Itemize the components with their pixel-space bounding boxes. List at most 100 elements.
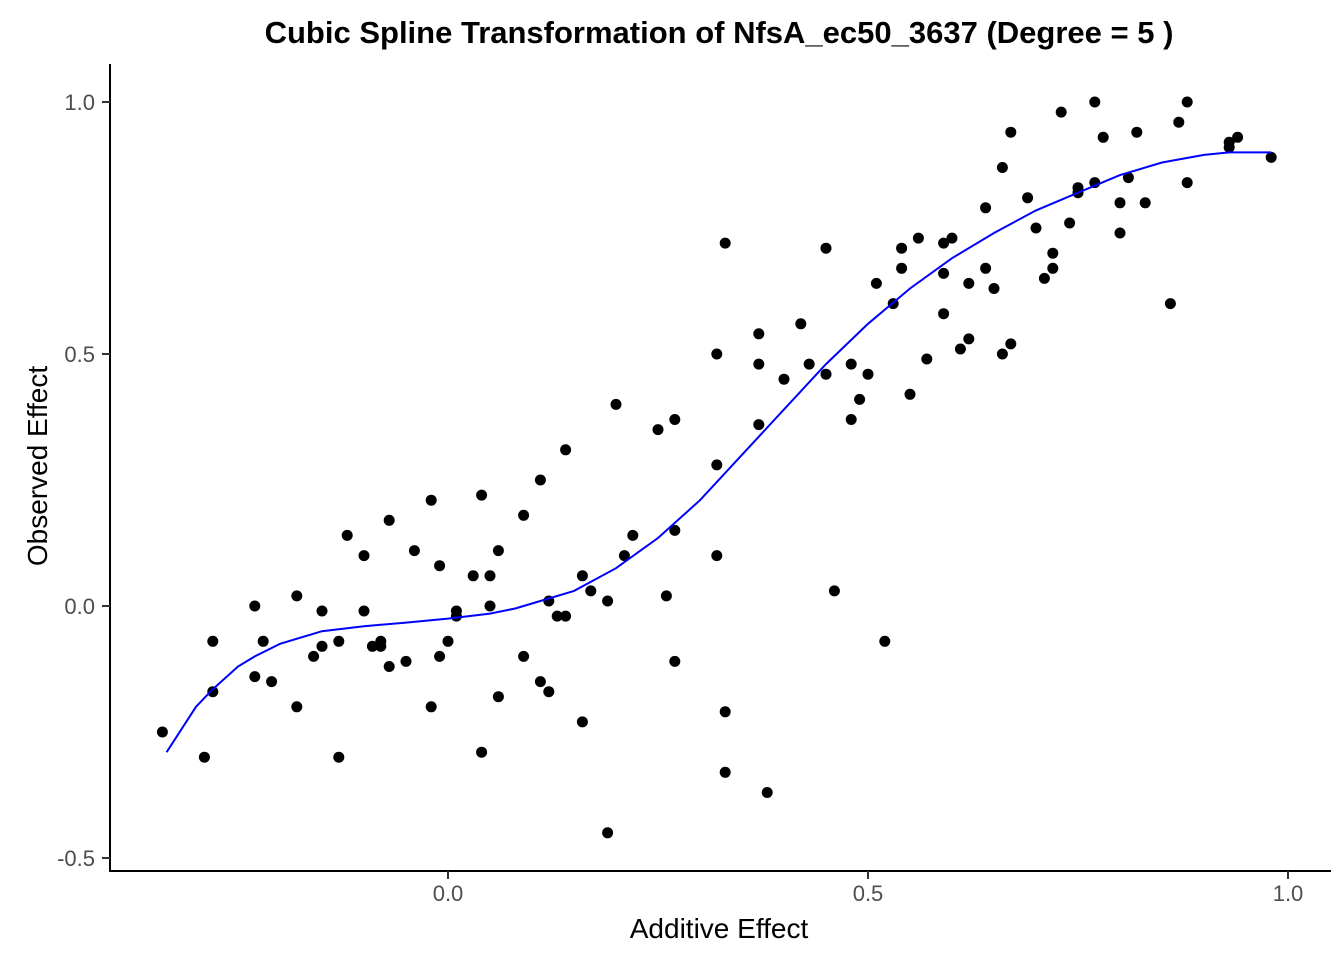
data-point-23: [400, 655, 412, 667]
y-tick-label-2: 0.5: [64, 342, 95, 367]
data-point-126: [1232, 131, 1244, 143]
data-point-118: [1131, 126, 1143, 138]
data-point-85: [896, 242, 908, 254]
data-point-28: [434, 650, 446, 662]
data-point-106: [1047, 262, 1059, 274]
data-point-119: [1139, 197, 1151, 209]
data-point-67: [753, 328, 765, 340]
data-point-12: [316, 640, 328, 652]
data-point-94: [963, 333, 975, 345]
data-point-8: [291, 701, 303, 713]
data-point-54: [618, 550, 630, 562]
data-point-38: [492, 545, 504, 557]
x-tick-label-1: 0.5: [853, 881, 884, 906]
data-point-26: [425, 494, 437, 506]
data-point-46: [560, 444, 572, 456]
plot-area: [156, 96, 1277, 839]
data-point-102: [1005, 338, 1017, 350]
data-point-93: [954, 343, 966, 355]
x-axis-label: Additive Effect: [630, 913, 809, 944]
data-point-100: [996, 162, 1008, 173]
data-point-81: [870, 277, 882, 289]
data-point-24: [408, 545, 420, 557]
data-point-44: [543, 686, 555, 698]
y-tick-label-1: 0.0: [64, 594, 95, 619]
data-point-3: [207, 686, 219, 698]
data-point-72: [795, 318, 807, 330]
points-layer: [156, 96, 1277, 839]
data-point-5: [249, 671, 261, 683]
x-axis-ticks: 0.0 0.5 1.0: [433, 871, 1304, 906]
data-point-0: [156, 726, 168, 738]
data-point-13: [333, 751, 345, 763]
data-point-41: [534, 676, 546, 688]
data-point-86: [904, 388, 916, 400]
data-point-123: [1181, 177, 1193, 189]
data-point-47: [560, 610, 572, 622]
data-point-14: [333, 635, 345, 647]
data-point-111: [1072, 182, 1084, 194]
data-point-107: [1047, 247, 1059, 259]
chart-title: Cubic Spline Transformation of NfsA_ec50…: [265, 15, 1174, 50]
data-point-45: [551, 610, 563, 622]
data-point-64: [719, 237, 731, 249]
data-point-52: [602, 595, 614, 607]
data-point-75: [820, 368, 832, 380]
data-point-59: [669, 524, 681, 536]
data-point-42: [534, 474, 546, 486]
data-point-70: [761, 787, 773, 798]
data-point-21: [383, 661, 395, 672]
data-point-4: [249, 600, 261, 612]
data-point-74: [820, 242, 832, 254]
data-point-62: [711, 550, 723, 562]
data-point-56: [652, 424, 664, 436]
data-point-90: [938, 267, 950, 279]
data-point-80: [862, 368, 874, 380]
data-point-120: [1164, 298, 1176, 310]
data-point-63: [711, 348, 723, 360]
data-point-50: [585, 585, 597, 597]
data-point-7: [266, 676, 278, 688]
data-point-97: [980, 202, 992, 214]
data-point-17: [358, 605, 370, 617]
data-point-95: [963, 277, 975, 289]
data-point-15: [341, 529, 353, 541]
data-point-37: [492, 691, 504, 703]
data-point-84: [896, 262, 908, 274]
data-point-122: [1181, 96, 1193, 108]
y-tick-label-0: -0.5: [57, 846, 95, 871]
data-point-115: [1114, 227, 1126, 239]
x-tick-label-0: 0.0: [433, 881, 464, 906]
data-point-61: [711, 459, 723, 471]
data-point-1: [198, 751, 210, 763]
data-point-34: [476, 489, 488, 501]
data-point-36: [484, 570, 496, 582]
data-point-69: [753, 419, 765, 431]
data-point-27: [434, 560, 446, 572]
data-point-91: [938, 308, 950, 320]
data-point-109: [1064, 217, 1076, 229]
data-point-89: [938, 237, 950, 249]
data-point-99: [996, 348, 1008, 360]
y-axis-label: Observed Effect: [22, 366, 53, 566]
data-point-114: [1097, 131, 1109, 143]
data-point-65: [719, 766, 731, 778]
data-point-9: [291, 590, 303, 602]
data-point-53: [610, 398, 622, 410]
data-point-117: [1122, 172, 1134, 184]
data-point-96: [980, 262, 992, 274]
data-point-18: [366, 640, 378, 652]
data-point-112: [1089, 96, 1101, 108]
data-point-79: [854, 393, 866, 405]
data-point-125: [1223, 136, 1235, 148]
data-point-11: [316, 605, 328, 617]
data-point-39: [518, 650, 530, 662]
data-point-98: [988, 283, 1000, 294]
data-point-71: [778, 373, 790, 385]
data-point-116: [1114, 197, 1126, 209]
spline-curve: [165, 151, 1272, 753]
data-point-49: [576, 716, 588, 728]
x-tick-label-2: 1.0: [1273, 881, 1304, 906]
data-point-25: [425, 701, 437, 713]
